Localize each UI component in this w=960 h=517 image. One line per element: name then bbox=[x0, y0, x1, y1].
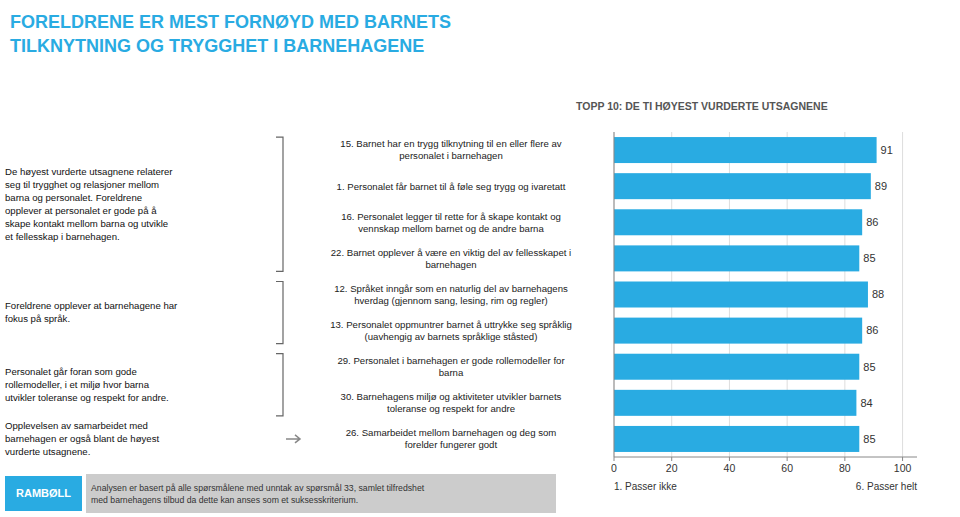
x-label-left: 1. Passer ikke bbox=[614, 481, 677, 492]
annotation: Opplevelsen av samarbeidet med barnehagen… bbox=[5, 420, 159, 457]
data-label: 86 bbox=[866, 216, 878, 228]
tick bbox=[729, 457, 730, 461]
bar bbox=[614, 173, 871, 199]
bar bbox=[614, 426, 859, 452]
text-line: fokus på språk. bbox=[5, 313, 70, 324]
text-line: 15. Barnet har en trygg tilknytning til … bbox=[340, 138, 562, 149]
text-line: 22. Barnet opplever å være en viktig del… bbox=[331, 247, 572, 258]
category-label: 22. Barnet opplever å være en viktig del… bbox=[331, 247, 572, 270]
bars bbox=[614, 137, 877, 452]
tick bbox=[787, 457, 788, 461]
category-label: 16. Personalet legger til rette for å sk… bbox=[341, 211, 561, 234]
bar bbox=[614, 245, 859, 271]
grid-line bbox=[902, 132, 903, 457]
data-label: 85 bbox=[863, 361, 875, 373]
bar bbox=[614, 282, 868, 308]
bar bbox=[614, 137, 877, 163]
tick bbox=[671, 457, 672, 461]
bar bbox=[614, 354, 859, 380]
footer-box bbox=[86, 474, 556, 513]
text-line: utvikler toleranse og respekt for andre. bbox=[5, 392, 169, 403]
text-line: De høyest vurderte utsagnene relaterer bbox=[5, 166, 173, 177]
data-label: 91 bbox=[881, 144, 893, 156]
category-label: 13. Personalet oppmuntrer barnet å uttry… bbox=[330, 319, 572, 342]
text-line: Opplevelsen av samarbeidet med bbox=[5, 420, 148, 431]
tick-label: 80 bbox=[839, 462, 851, 474]
logo: RAMBØLL bbox=[16, 487, 71, 499]
text-line: vennskap mellom barnet og de andre barna bbox=[358, 223, 544, 234]
data-label: 85 bbox=[863, 252, 875, 264]
category-label: 15. Barnet har en trygg tilknytning til … bbox=[340, 138, 562, 161]
text-line: 16. Personalet legger til rette for å sk… bbox=[341, 211, 561, 222]
text-line: seg til trygghet og relasjoner mellom bbox=[5, 179, 159, 190]
data-label: 86 bbox=[866, 324, 878, 336]
category-label: 12. Språket inngår som en naturlig del a… bbox=[334, 283, 568, 306]
subtitle: TOPP 10: DE TI HØYEST VURDERTE UTSAGNENE bbox=[576, 100, 828, 112]
data-label: 88 bbox=[872, 288, 884, 300]
tick-label: 100 bbox=[894, 462, 912, 474]
text-line: barnehagen er også blant de høyest bbox=[5, 433, 159, 444]
text-line: Foreldrene opplever at barnehagene har bbox=[5, 300, 178, 311]
tick-label: 20 bbox=[666, 462, 678, 474]
bar bbox=[614, 209, 862, 235]
footer: Analysen er basert på alle spørsmålene m… bbox=[91, 483, 425, 505]
y-axis-line bbox=[614, 132, 615, 457]
bracket bbox=[276, 282, 283, 344]
bar bbox=[614, 318, 862, 344]
data-label: 84 bbox=[860, 397, 872, 409]
bracket bbox=[276, 354, 283, 416]
tick-label: 40 bbox=[724, 462, 736, 474]
text-line: 26. Samarbeidet mellom barnehagen og deg… bbox=[346, 427, 557, 438]
category-label: 30. Barnehagens miljø og aktiviteter utv… bbox=[341, 391, 562, 414]
text-line: opplever at personalet er gode på å bbox=[5, 205, 157, 216]
x-axis-line bbox=[614, 457, 917, 458]
text-line: vurderte utsagnene. bbox=[5, 446, 90, 457]
text-line: forelder fungerer godt bbox=[405, 439, 498, 450]
text-line: 12. Språket inngår som en naturlig del a… bbox=[334, 283, 568, 294]
text-line: 1. Personalet får barnet til å føle seg … bbox=[337, 181, 566, 192]
text-line: toleranse og respekt for andre bbox=[387, 403, 515, 414]
arrow bbox=[286, 435, 300, 443]
chart: FORELDRENE ER MEST FORNØYD MED BARNETS TI… bbox=[0, 0, 960, 517]
bar bbox=[614, 390, 856, 416]
x-axis: 0 20 40 60 80 100 bbox=[611, 132, 911, 474]
annotation: Foreldrene opplever at barnehagene har fo… bbox=[5, 300, 178, 324]
text-line: barnehagen bbox=[425, 259, 476, 270]
data-label: 89 bbox=[875, 180, 887, 192]
text-line: FORELDRENE ER MEST FORNØYD MED BARNETS bbox=[10, 12, 451, 32]
category-label: 26. Samarbeidet mellom barnehagen og deg… bbox=[346, 427, 557, 450]
text-line: 30. Barnehagens miljø og aktiviteter utv… bbox=[341, 391, 562, 402]
tick bbox=[844, 457, 845, 461]
text-line: barna og personalet. Foreldrene bbox=[5, 192, 142, 203]
text-line: (uavhengig av barnets språklige ståsted) bbox=[365, 331, 538, 342]
background bbox=[0, 0, 960, 517]
annotation: Personalet går foran som gode rollemodell… bbox=[5, 366, 169, 403]
text-line: Personalet går foran som gode bbox=[5, 366, 137, 377]
grid-line bbox=[614, 132, 615, 457]
text-line: 13. Personalet oppmuntrer barnet å uttry… bbox=[330, 319, 572, 330]
category-label: 1. Personalet får barnet til å føle seg … bbox=[337, 181, 566, 192]
annotation: De høyest vurderte utsagnene relaterer se… bbox=[5, 166, 173, 242]
text-line: TILKNYTNING OG TRYGGHET I BARNEHAGENE bbox=[10, 36, 424, 56]
tick bbox=[614, 457, 615, 461]
tick-label: 60 bbox=[781, 462, 793, 474]
data-label: 85 bbox=[863, 433, 875, 445]
tick bbox=[902, 457, 903, 461]
category-label: 29. Personalet i barnehagen er gode roll… bbox=[337, 355, 565, 378]
text-line: skape kontakt mellom barna og utvikle bbox=[5, 218, 168, 229]
text-line: Analysen er basert på alle spørsmålene m… bbox=[91, 483, 425, 493]
bracket bbox=[276, 137, 283, 271]
x-label-right: 6. Passer helt bbox=[856, 481, 917, 492]
text-line: et fellesskap i barnehagen. bbox=[5, 231, 120, 242]
text-line: med barnehagens tilbud da dette kan anse… bbox=[91, 495, 358, 505]
title: FORELDRENE ER MEST FORNØYD MED BARNETS TI… bbox=[10, 12, 451, 56]
tick-label: 0 bbox=[611, 462, 617, 474]
text-line: rollemodeller, i et miljø hvor barna bbox=[5, 379, 150, 390]
text-line: personalet i barnehagen bbox=[399, 150, 502, 161]
text-line: 29. Personalet i barnehagen er gode roll… bbox=[337, 355, 565, 366]
text-line: hverdag (gjennom sang, lesing, rim og re… bbox=[354, 295, 548, 306]
text-line: barna bbox=[439, 367, 464, 378]
logo-box bbox=[5, 476, 82, 511]
